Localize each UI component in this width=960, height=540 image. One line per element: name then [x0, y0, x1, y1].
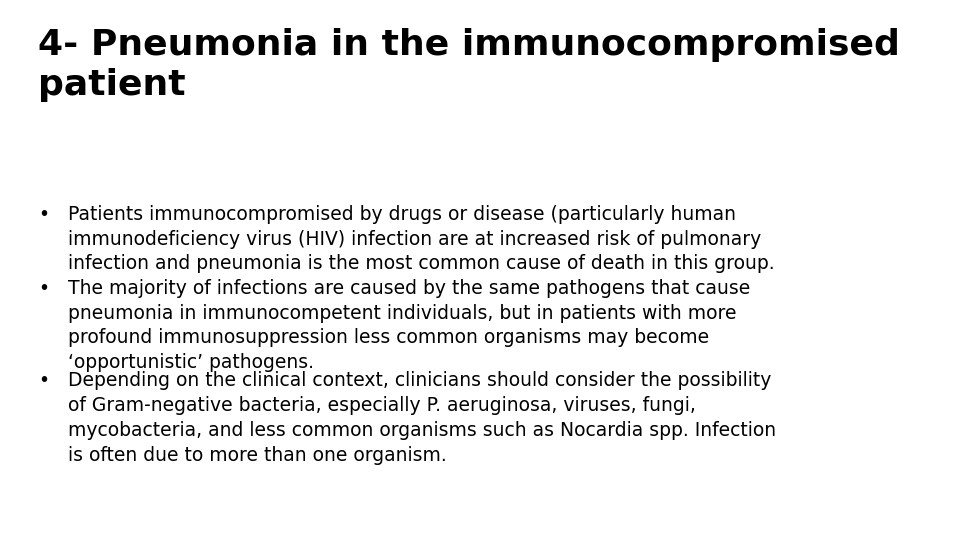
- Text: The majority of infections are caused by the same pathogens that cause
pneumonia: The majority of infections are caused by…: [68, 279, 751, 372]
- Text: 4- Pneumonia in the immunocompromised: 4- Pneumonia in the immunocompromised: [38, 28, 900, 62]
- Text: Depending on the clinical context, clinicians should consider the possibility
of: Depending on the clinical context, clini…: [68, 372, 776, 464]
- Text: •: •: [38, 372, 49, 390]
- Text: Patients immunocompromised by drugs or disease (particularly human
immunodeficie: Patients immunocompromised by drugs or d…: [68, 205, 775, 273]
- Text: •: •: [38, 205, 49, 224]
- Text: •: •: [38, 279, 49, 298]
- Text: patient: patient: [38, 68, 185, 102]
